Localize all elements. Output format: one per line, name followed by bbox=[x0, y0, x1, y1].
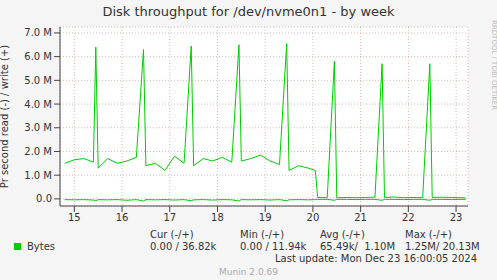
html-text:Last update: Mon Dec 23 16:00:: Last update: Mon Dec 23 16:00:05 2024 bbox=[275, 253, 477, 264]
html-text:Bytes: Bytes bbox=[27, 241, 56, 252]
svg-text:17: 17 bbox=[163, 212, 176, 223]
html-text:Disk throughput for /dev/nvme0: Disk throughput for /dev/nvme0n1 - by we… bbox=[102, 4, 395, 19]
svg-text:3.0 M: 3.0 M bbox=[24, 122, 52, 133]
svg-text:1.0 M: 1.0 M bbox=[24, 170, 52, 181]
html-text:0.00 / 36.82k: 0.00 / 36.82k bbox=[150, 241, 217, 252]
svg-text:5.0 M: 5.0 M bbox=[24, 75, 52, 86]
svg-text:7.0 M: 7.0 M bbox=[24, 27, 52, 38]
svg-text:0.0: 0.0 bbox=[36, 193, 52, 204]
svg-text:23: 23 bbox=[450, 212, 463, 223]
html-text:RRDTOOL / TOBI OETIKER: RRDTOOL / TOBI OETIKER bbox=[490, 20, 497, 111]
html-text:Munin 2.0.69: Munin 2.0.69 bbox=[219, 267, 278, 277]
svg-text:6.0 M: 6.0 M bbox=[24, 51, 52, 62]
svg-text:16: 16 bbox=[116, 212, 129, 223]
html-text:Avg (-/+): Avg (-/+) bbox=[320, 229, 365, 240]
html-text:0.00 / 11.94k: 0.00 / 11.94k bbox=[240, 241, 307, 252]
html-text:Max (-/+): Max (-/+) bbox=[405, 229, 452, 240]
svg-text:15: 15 bbox=[68, 212, 81, 223]
svg-text:18: 18 bbox=[211, 212, 224, 223]
svg-text:Pr second read (-) / write (+): Pr second read (-) / write (+) bbox=[8, 45, 10, 188]
svg-text:19: 19 bbox=[259, 212, 272, 223]
svg-text:2.0 M: 2.0 M bbox=[24, 146, 52, 157]
html-text:Min (-/+): Min (-/+) bbox=[240, 229, 285, 240]
svg-text:21: 21 bbox=[354, 212, 367, 223]
svg-text:20: 20 bbox=[307, 212, 320, 223]
svg-text:22: 22 bbox=[402, 212, 415, 223]
svg-text:4.0 M: 4.0 M bbox=[24, 99, 52, 110]
html-text:65.49k/ 1.10M: 65.49k/ 1.10M bbox=[320, 241, 395, 252]
html-text:1.25M/ 20.13M: 1.25M/ 20.13M bbox=[405, 241, 480, 252]
html-text:Cur (-/+): Cur (-/+) bbox=[150, 229, 194, 240]
